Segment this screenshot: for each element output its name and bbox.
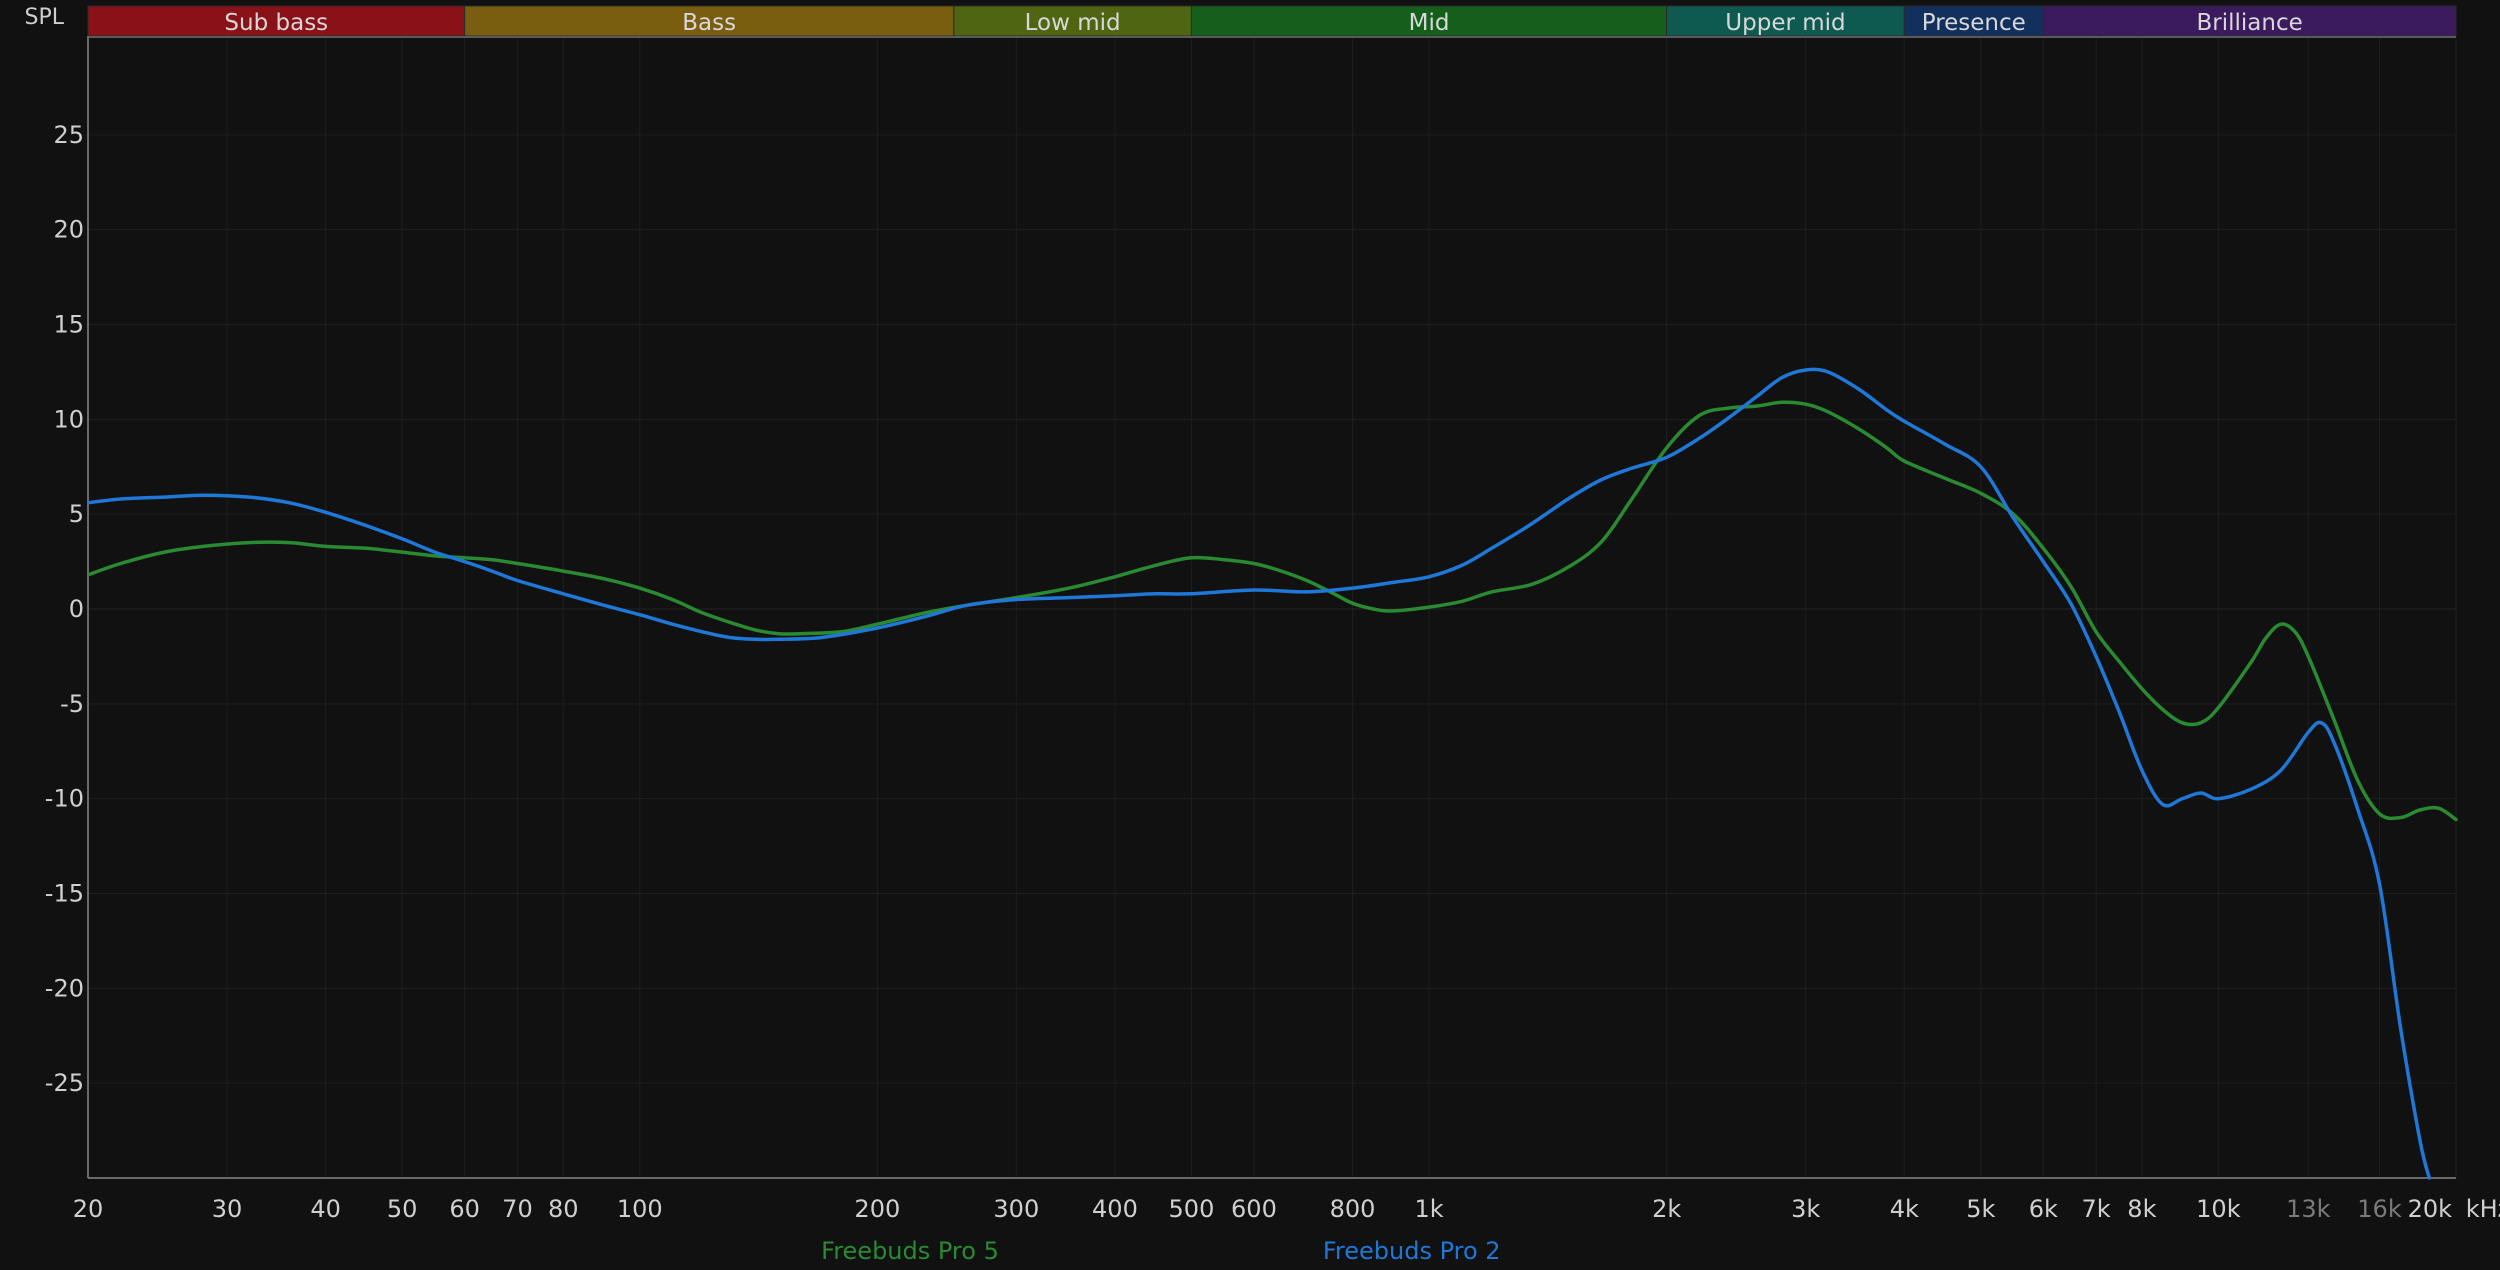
x-tick-label: 20 xyxy=(73,1195,104,1223)
x-tick-label: 70 xyxy=(502,1195,533,1223)
y-tick-label: 10 xyxy=(53,405,84,433)
y-tick-label: -10 xyxy=(45,785,84,813)
legend: Freebuds Pro 5 Freebuds Pro 2 xyxy=(821,1237,1500,1265)
x-axis-unit: kHz xyxy=(2466,1195,2500,1223)
y-tick-label: 0 xyxy=(69,595,84,623)
x-tick-label: 6k xyxy=(2029,1195,2058,1223)
band-bass xyxy=(464,5,955,37)
x-tick-label: 8k xyxy=(2127,1195,2156,1223)
x-tick-label: 16k xyxy=(2357,1195,2402,1223)
y-tick-label: -15 xyxy=(45,880,84,908)
grid-lines xyxy=(87,38,2457,1178)
x-tick-label: 1k xyxy=(1414,1195,1443,1223)
band-sub-bass xyxy=(87,5,466,37)
frequency-band-bar: Sub bass Bass Low mid Mid Upper mid Presence B… xyxy=(87,5,2457,38)
x-tick-label: 300 xyxy=(993,1195,1039,1223)
y-tick-labels: 25 20 15 10 5 0 -5 -10 -15 -20 -25 xyxy=(45,121,84,1097)
y-tick-label: 25 xyxy=(53,121,84,149)
y-tick-label: 15 xyxy=(53,311,84,339)
band-label: Low mid xyxy=(1025,10,1121,36)
band-low-mid xyxy=(953,5,1192,37)
y-tick-label: 20 xyxy=(53,216,84,244)
series-lines xyxy=(88,367,2458,1180)
y-tick-label: -25 xyxy=(45,1069,84,1097)
x-tick-label: 40 xyxy=(310,1195,341,1223)
x-tick-label: 800 xyxy=(1330,1195,1376,1223)
x-tick-label: 60 xyxy=(449,1195,480,1223)
band-label: Brilliance xyxy=(2197,10,2303,36)
y-tick-label: -5 xyxy=(60,690,84,718)
band-label: Mid xyxy=(1409,10,1450,36)
band-label: Sub bass xyxy=(224,10,328,36)
y-tick-label: -20 xyxy=(45,974,84,1002)
band-label: Bass xyxy=(682,10,736,36)
y-axis-label: SPL xyxy=(25,5,65,30)
x-tick-labels: 20 30 40 50 60 70 80 100 200 300 400 500 600 800 1k 2k 3… xyxy=(73,1195,2452,1223)
series-line-freebuds-pro-5 xyxy=(88,400,2458,822)
x-tick-label: 400 xyxy=(1092,1195,1138,1223)
y-tick-label: 5 xyxy=(69,500,84,528)
x-tick-label: 13k xyxy=(2286,1195,2331,1223)
axes xyxy=(87,36,2456,1179)
x-tick-label: 3k xyxy=(1791,1195,1820,1223)
x-tick-label: 30 xyxy=(212,1195,243,1223)
x-tick-label: 2k xyxy=(1652,1195,1681,1223)
series-line-freebuds-pro-2 xyxy=(88,367,2432,1180)
x-tick-label: 50 xyxy=(387,1195,418,1223)
x-tick-label: 200 xyxy=(854,1195,900,1223)
x-tick-label: 10k xyxy=(2196,1195,2241,1223)
x-tick-label: 7k xyxy=(2082,1195,2111,1223)
x-tick-label: 5k xyxy=(1966,1195,1995,1223)
band-label: Upper mid xyxy=(1725,10,1845,36)
x-tick-label: 80 xyxy=(548,1195,579,1223)
x-tick-label: 4k xyxy=(1890,1195,1919,1223)
x-tick-label: 100 xyxy=(617,1195,663,1223)
legend-entry: Freebuds Pro 5 xyxy=(821,1237,999,1265)
x-tick-label: 600 xyxy=(1231,1195,1277,1223)
band-label: Presence xyxy=(1922,10,2026,36)
band-presence xyxy=(1903,5,2044,37)
x-tick-label: 20k xyxy=(2408,1195,2453,1223)
legend-entry: Freebuds Pro 2 xyxy=(1323,1237,1501,1265)
x-tick-label: 500 xyxy=(1169,1195,1215,1223)
